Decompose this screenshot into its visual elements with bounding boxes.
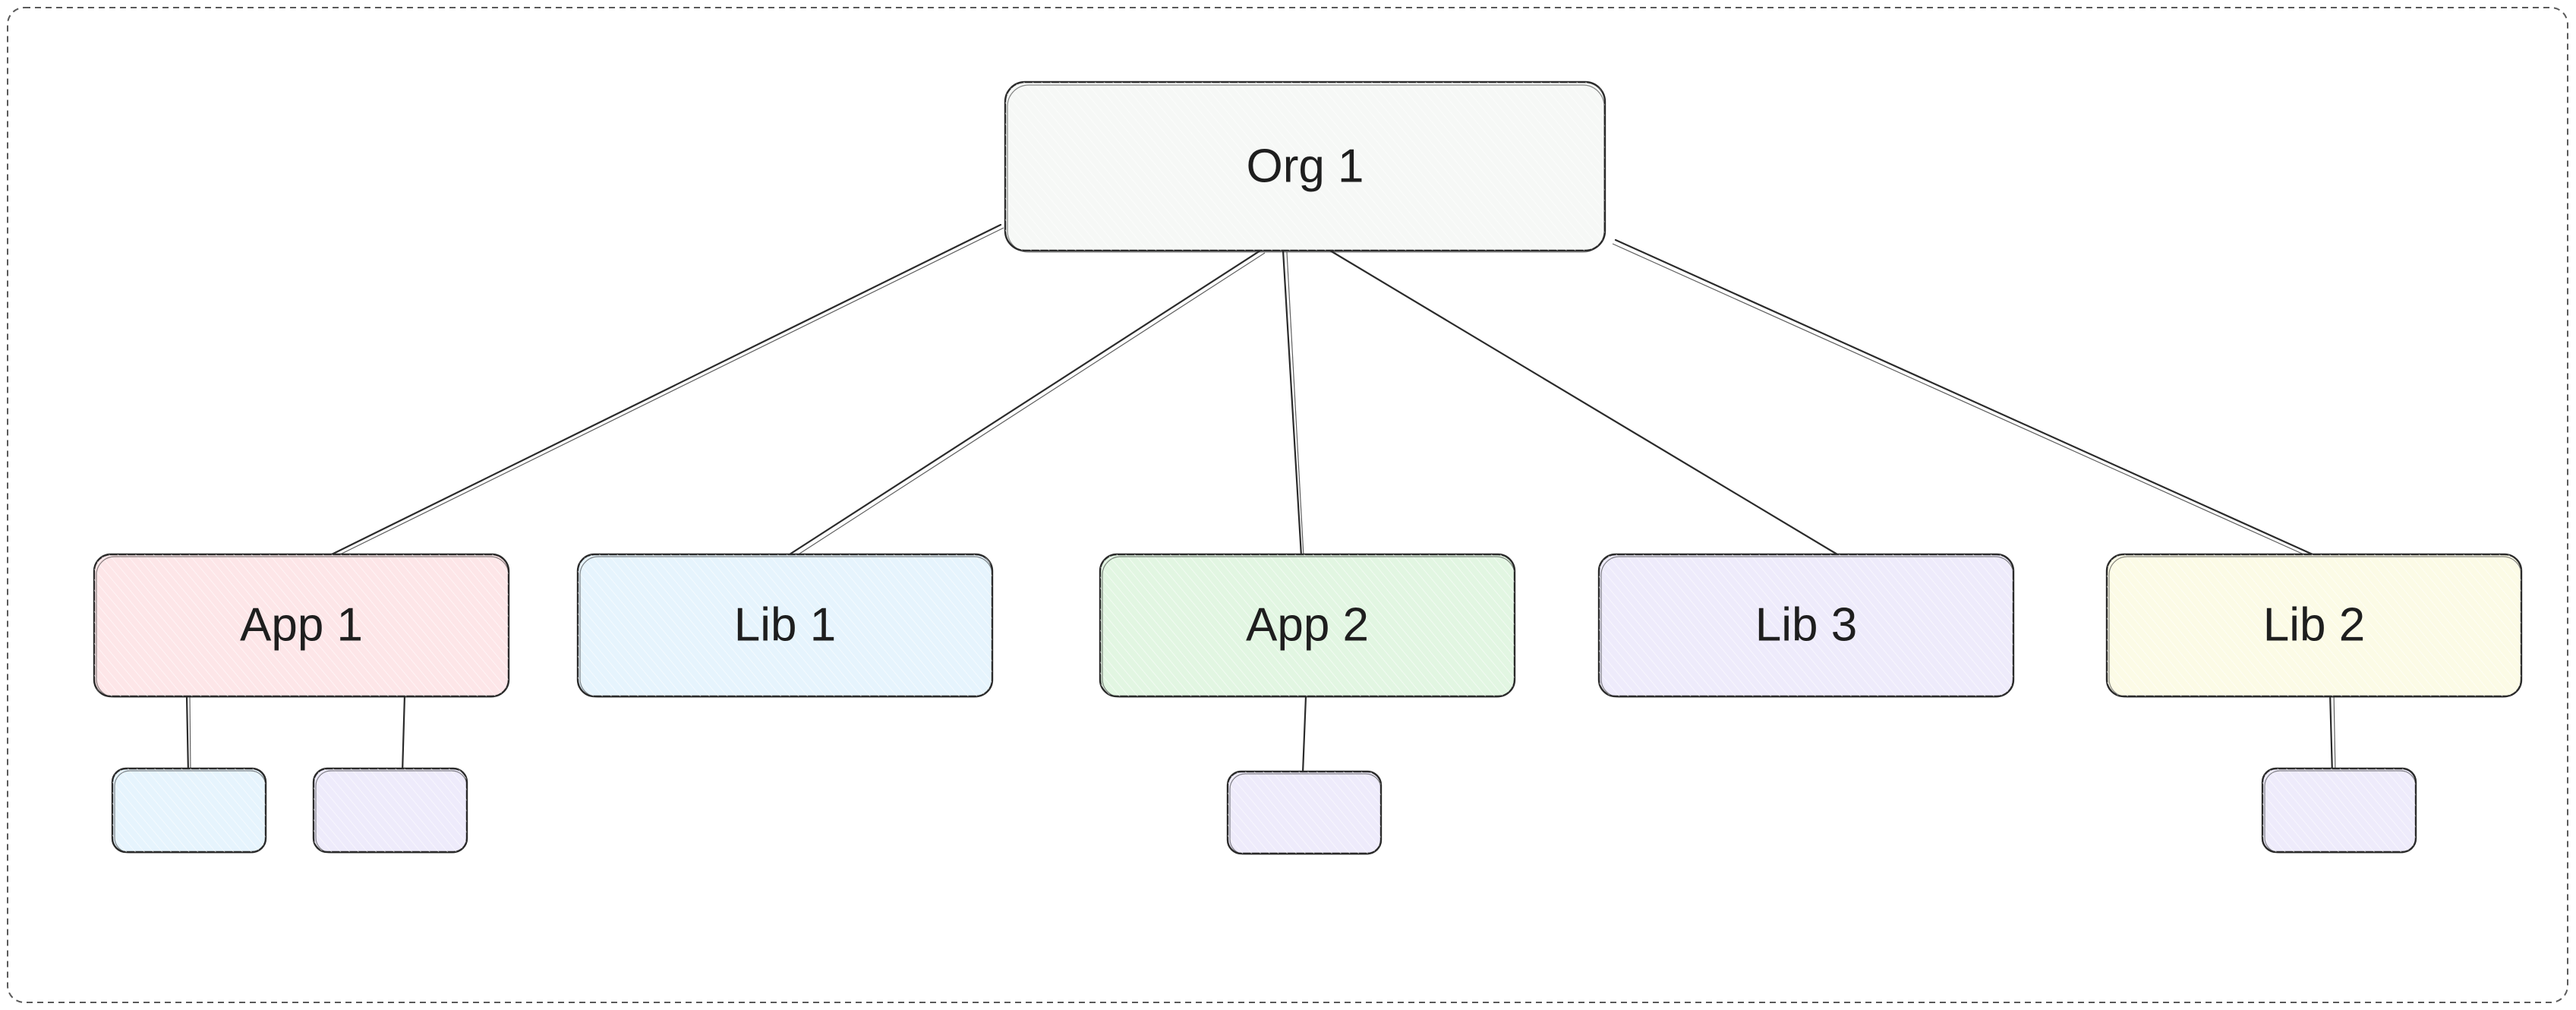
node-org[interactable]: Org 1 xyxy=(1004,80,1606,253)
connector-org-lib1 xyxy=(788,249,1262,556)
connector-lib2-child xyxy=(2328,690,2334,776)
connector-org-app2 xyxy=(1282,249,1303,557)
connectors xyxy=(185,223,2336,776)
connector-lib2-child-echo xyxy=(2333,691,2336,775)
child-app1-blue[interactable] xyxy=(111,767,267,854)
connector-org-lib2-echo xyxy=(1612,243,2310,557)
connector-app1-child1 xyxy=(185,695,190,775)
node-lib3-label: Lib 3 xyxy=(1755,599,1857,652)
connector-org-app1-echo xyxy=(335,227,1004,557)
child-app1-purple[interactable] xyxy=(312,767,468,854)
connector-org-lib1-echo xyxy=(794,252,1266,557)
node-lib1-label: Lib 1 xyxy=(734,599,836,652)
connector-org-app2-echo xyxy=(1286,251,1304,557)
connector-app1-child2 xyxy=(401,693,406,775)
connector-org-app1 xyxy=(330,223,1002,556)
node-app2-label: App 2 xyxy=(1246,599,1369,652)
connector-org-lib2 xyxy=(1614,238,2314,556)
node-lib2[interactable]: Lib 2 xyxy=(2105,553,2523,698)
child-app2-purple[interactable] xyxy=(1226,770,1383,855)
node-app1-label: App 1 xyxy=(240,599,363,652)
node-org-label: Org 1 xyxy=(1246,140,1364,193)
dashed-frame xyxy=(7,7,2568,1003)
node-app1[interactable]: App 1 xyxy=(93,553,510,698)
node-lib2-label: Lib 2 xyxy=(2263,599,2365,652)
node-lib3[interactable]: Lib 3 xyxy=(1597,553,2015,698)
connector-app2-child xyxy=(1301,695,1307,775)
connector-app1-child1-echo xyxy=(189,696,191,774)
node-lib1[interactable]: Lib 1 xyxy=(576,553,994,698)
connector-org-lib3 xyxy=(1329,249,1839,556)
node-app2[interactable]: App 2 xyxy=(1099,553,1516,698)
child-lib2-purple[interactable] xyxy=(2261,767,2417,854)
